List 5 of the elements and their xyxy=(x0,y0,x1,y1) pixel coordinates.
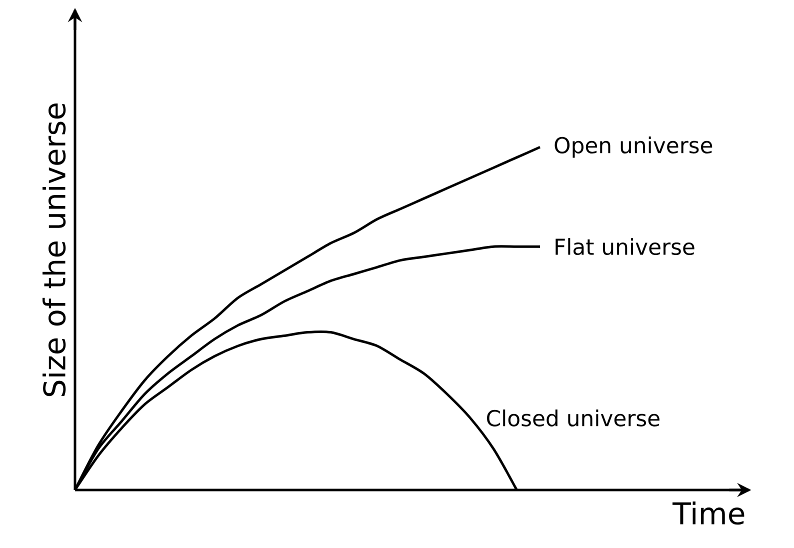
series-label: Open universe xyxy=(554,136,712,158)
x-axis-title: Time xyxy=(672,502,744,525)
series-label: Flat universe xyxy=(556,238,694,256)
y-axis-title: Size of the universe xyxy=(42,103,66,396)
series-label: Closed universe xyxy=(487,410,660,426)
